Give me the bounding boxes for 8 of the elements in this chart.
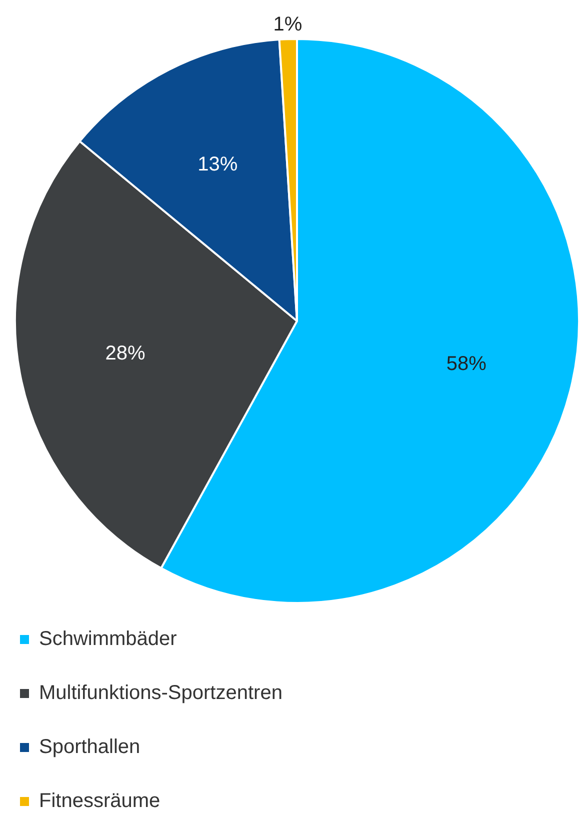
legend-label: Multifunktions-Sportzentren (39, 682, 282, 704)
legend-label: Schwimmbäder (39, 628, 177, 650)
data-label: 28% (105, 342, 146, 364)
data-label: 13% (198, 154, 238, 176)
legend-label: Fitnessräume (39, 790, 160, 812)
data-label: 1% (273, 14, 302, 36)
legend-label: Sporthallen (39, 736, 140, 758)
data-label: 58% (446, 352, 487, 375)
